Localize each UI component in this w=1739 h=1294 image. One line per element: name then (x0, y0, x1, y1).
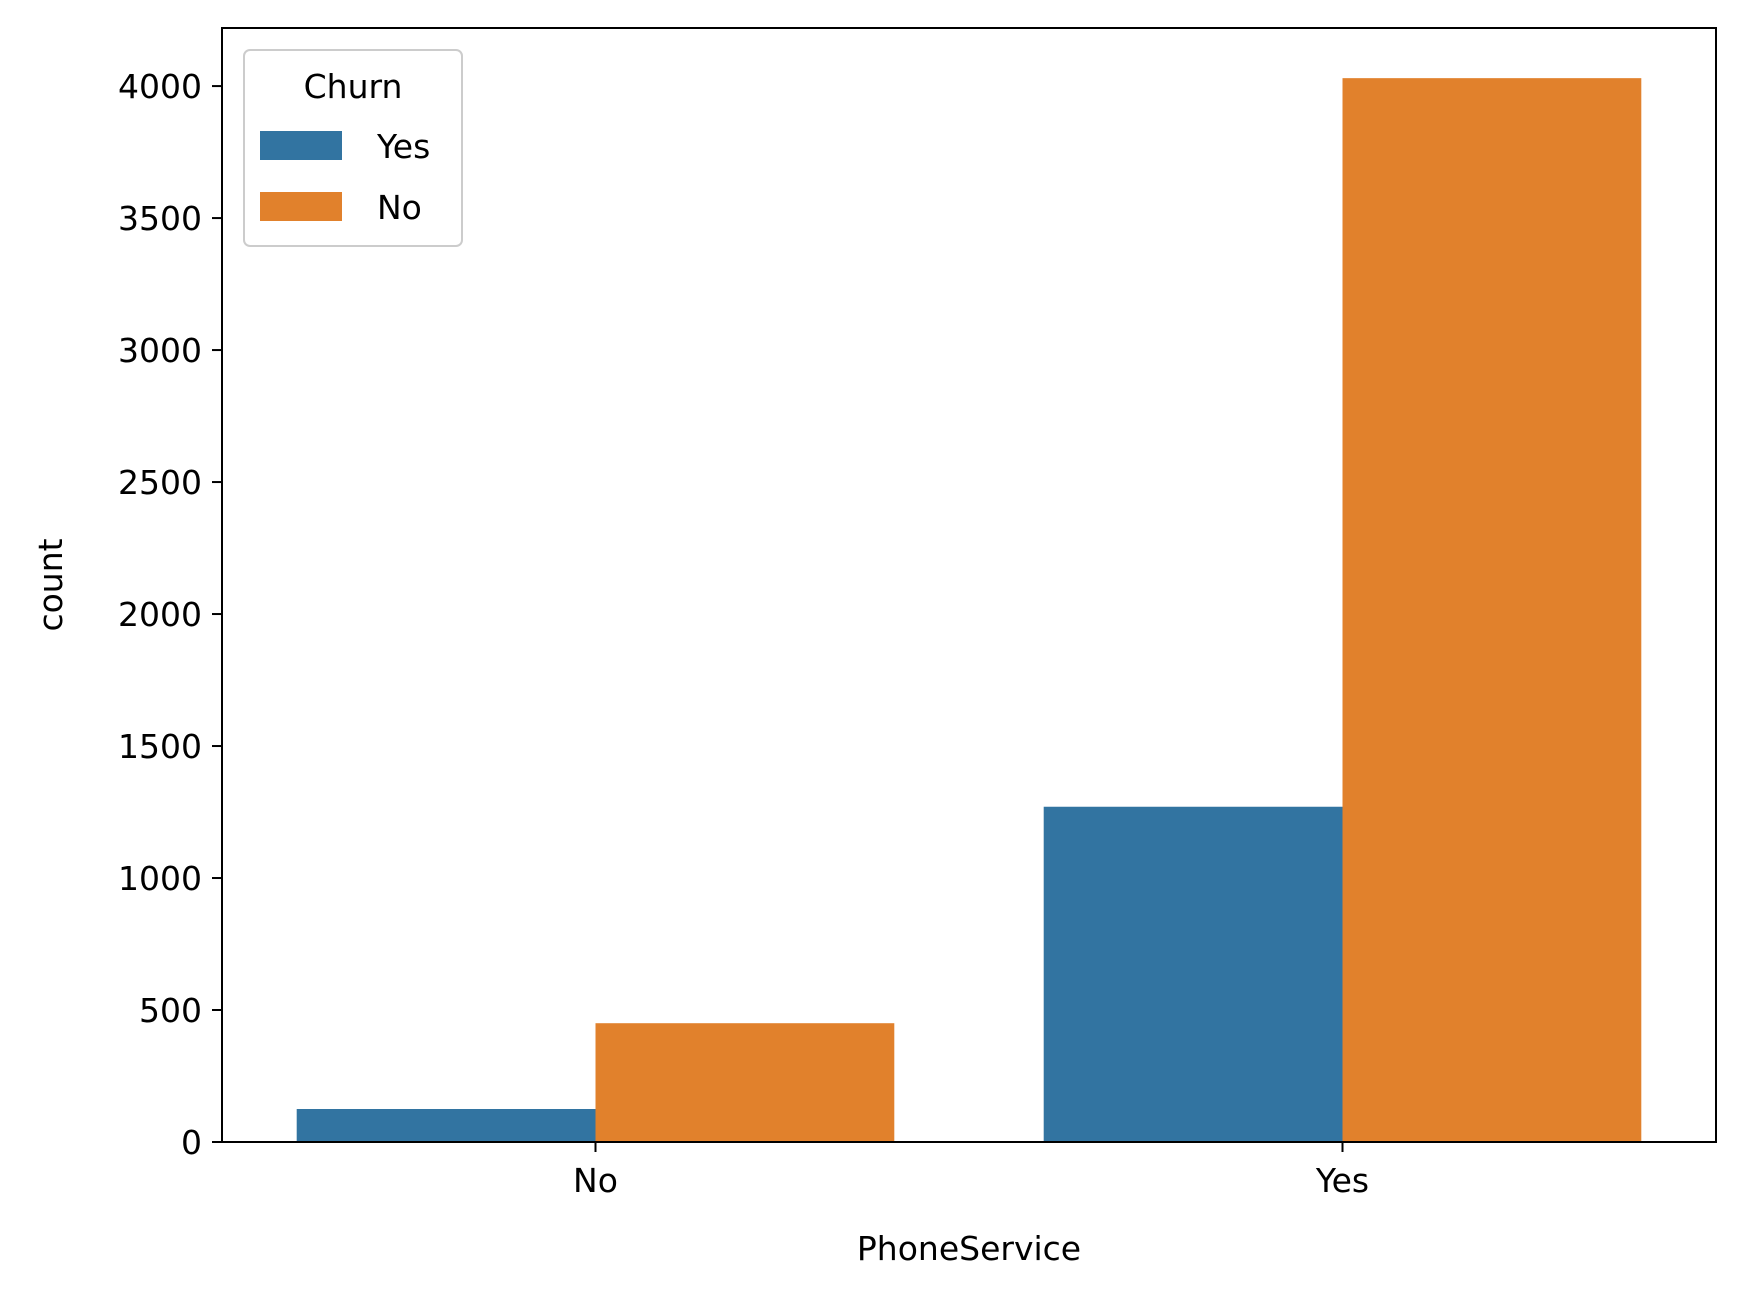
x-tick-label-no: No (573, 1161, 618, 1200)
legend-items: Yes No (260, 127, 430, 227)
bar-no-series-yes (296, 1109, 596, 1142)
x-axis-label: PhoneService (857, 1229, 1081, 1268)
legend-title: Churn (304, 67, 403, 106)
plot-frame (221, 27, 1717, 1143)
bar-no-series-no (595, 1023, 895, 1142)
y-tick-label: 2000 (118, 595, 202, 634)
y-axis: 0 500 1000 1500 2000 2500 3000 3500 4000 (118, 67, 222, 1162)
y-tick-label: 500 (139, 991, 202, 1030)
bar-yes-series-yes (1043, 806, 1343, 1142)
bar-yes-series-no (1342, 78, 1642, 1143)
y-tick-label: 3500 (118, 199, 202, 238)
y-tick-label: 0 (181, 1123, 202, 1162)
y-axis-label: count (31, 538, 70, 631)
legend-swatch-no (260, 192, 342, 221)
y-tick-label: 4000 (118, 67, 202, 106)
legend-label-no: No (377, 188, 422, 227)
y-tick-label: 1000 (118, 859, 202, 898)
bars-layer (296, 78, 1642, 1143)
legend: Churn Yes No (243, 49, 463, 247)
x-tick-label-yes: Yes (1315, 1161, 1369, 1200)
legend-swatch-yes (260, 131, 342, 160)
y-tick-label: 2500 (118, 463, 202, 502)
legend-label-yes: Yes (376, 127, 430, 166)
y-tick-label: 1500 (118, 727, 202, 766)
x-axis: No Yes (573, 1142, 1369, 1200)
y-tick-label: 3000 (118, 331, 202, 370)
